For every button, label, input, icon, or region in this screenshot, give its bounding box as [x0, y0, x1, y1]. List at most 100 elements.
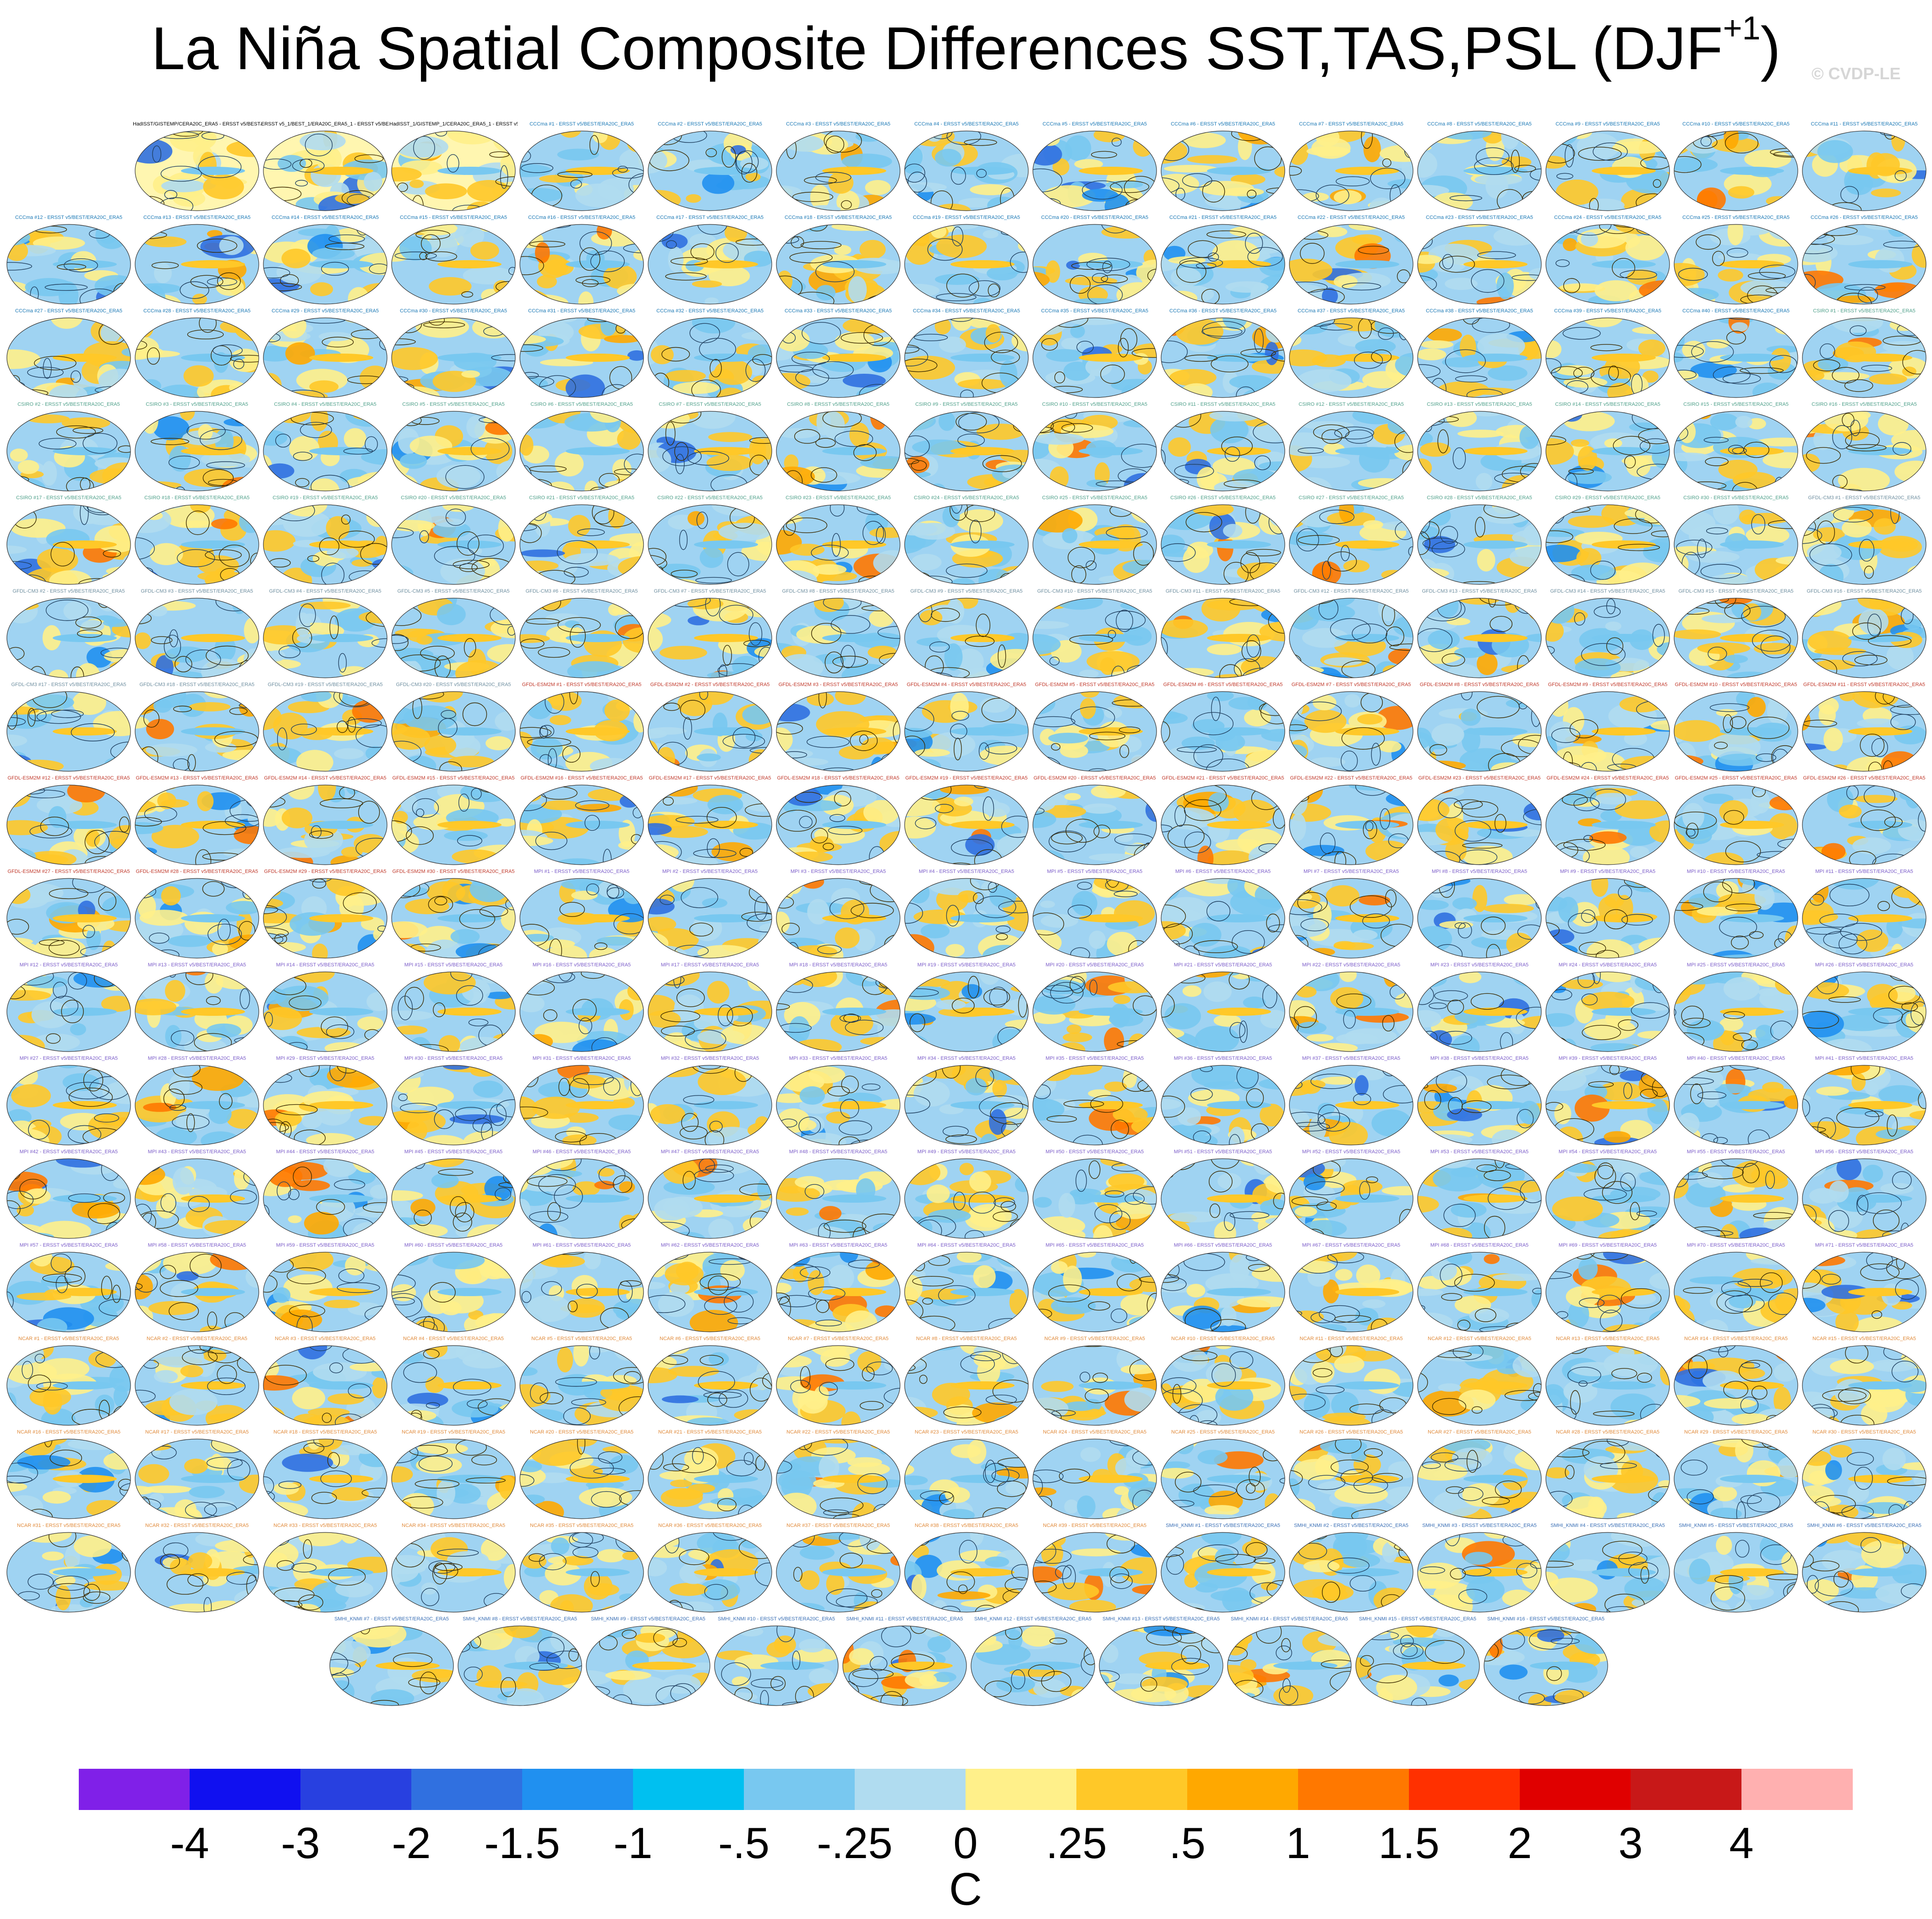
map-panel: MPI #53 - ERSST v5/BEST/ERA20C_ERA5: [1415, 1149, 1544, 1241]
panel-title: CSIRO #15 - ERSST v5/BEST/ERA20C_ERA5: [1683, 402, 1789, 407]
map-panel: GFDL-CM3 #6 - ERSST v5/BEST/ERA20C_ERA5: [518, 589, 646, 680]
anomaly-map: [648, 598, 772, 678]
map-panel: CCCma #31 - ERSST v5/BEST/ERA20C_ERA5: [518, 308, 646, 400]
anomaly-map: [519, 598, 644, 678]
map-panel: CSIRO #13 - ERSST v5/BEST/ERA20C_ERA5: [1415, 402, 1544, 493]
anomaly-map: [1545, 131, 1670, 211]
anomaly-map: [1674, 224, 1798, 305]
panel-title: MPI #41 - ERSST v5/BEST/ERA20C_ERA5: [1815, 1056, 1914, 1061]
map-panel: CSIRO #9 - ERSST v5/BEST/ERA20C_ERA5: [902, 402, 1031, 493]
map-panel: SMHI_KNMI #6 - ERSST v5/BEST/ERA20C_ERA5: [1800, 1523, 1928, 1614]
panel-title: NCAR #1 - ERSST v5/BEST/ERA20C_ERA5: [18, 1336, 119, 1341]
map-panel: CCCma #5 - ERSST v5/BEST/ERA20C_ERA5: [1031, 121, 1159, 213]
panel-title: CCCma #37 - ERSST v5/BEST/ERA20C_ERA5: [1298, 308, 1405, 314]
anomaly-map: [1802, 1532, 1927, 1613]
panel-title: CCCma #24 - ERSST v5/BEST/ERA20C_ERA5: [1554, 215, 1661, 220]
map-panel: MPI #1 - ERSST v5/BEST/ERA20C_ERA5: [518, 869, 646, 960]
anomaly-map: [648, 878, 772, 959]
panel-title: GFDL-CM3 #14 - ERSST v5/BEST/ERA20C_ERA5: [1550, 589, 1665, 594]
map-panel: MPI #21 - ERSST v5/BEST/ERA20C_ERA5: [1159, 962, 1287, 1054]
map-panel: CSIRO #6 - ERSST v5/BEST/ERA20C_ERA5: [518, 402, 646, 493]
anomaly-map: [1289, 1158, 1414, 1239]
panel-title: CSIRO #18 - ERSST v5/BEST/ERA20C_ERA5: [144, 495, 250, 501]
map-panel: GFDL-ESM2M #5 - ERSST v5/BEST/ERA20C_ERA…: [1031, 682, 1159, 774]
anomaly-map: [1161, 971, 1285, 1052]
map-panel: NCAR #18 - ERSST v5/BEST/ERA20C_ERA5: [261, 1429, 389, 1521]
map-panel: MPI #52 - ERSST v5/BEST/ERA20C_ERA5: [1287, 1149, 1415, 1241]
panel-title: CSIRO #11 - ERSST v5/BEST/ERA20C_ERA5: [1170, 402, 1276, 407]
map-panel: NCAR #26 - ERSST v5/BEST/ERA20C_ERA5: [1287, 1429, 1415, 1521]
anomaly-map: [1417, 411, 1542, 491]
map-panel: GFDL-ESM2M #18 - ERSST v5/BEST/ERA20C_ER…: [774, 775, 902, 867]
map-panel: CSIRO #11 - ERSST v5/BEST/ERA20C_ERA5: [1159, 402, 1287, 493]
map-panel: CCCma #35 - ERSST v5/BEST/ERA20C_ERA5: [1031, 308, 1159, 400]
map-panel: MPI #55 - ERSST v5/BEST/ERA20C_ERA5: [1672, 1149, 1800, 1241]
panel-title: GFDL-ESM2M #16 - ERSST v5/BEST/ERA20C_ER…: [520, 775, 643, 781]
map-panel: CCCma #38 - ERSST v5/BEST/ERA20C_ERA5: [1415, 308, 1544, 400]
panel-title: MPI #35 - ERSST v5/BEST/ERA20C_ERA5: [1045, 1056, 1144, 1061]
panel-title: CCCma #13 - ERSST v5/BEST/ERA20C_ERA5: [143, 215, 251, 220]
anomaly-map: [135, 691, 259, 772]
anomaly-map: [1674, 971, 1798, 1052]
map-panel: GFDL-CM3 #2 - ERSST v5/BEST/ERA20C_ERA5: [5, 589, 133, 680]
panel-title: MPI #57 - ERSST v5/BEST/ERA20C_ERA5: [19, 1243, 118, 1248]
anomaly-map: [135, 411, 259, 491]
panel-title: MPI #19 - ERSST v5/BEST/ERA20C_ERA5: [917, 962, 1016, 968]
map-panel: NCAR #38 - ERSST v5/BEST/ERA20C_ERA5: [902, 1523, 1031, 1614]
map-panel: MPI #12 - ERSST v5/BEST/ERA20C_ERA5: [5, 962, 133, 1054]
panel-title: MPI #11 - ERSST v5/BEST/ERA20C_ERA5: [1815, 869, 1913, 874]
anomaly-map: [263, 317, 387, 398]
anomaly-map: [1545, 317, 1670, 398]
anomaly-map: [776, 224, 901, 305]
panel-title: NCAR #19 - ERSST v5/BEST/ERA20C_ERA5: [402, 1429, 505, 1435]
anomaly-map: [1032, 785, 1157, 865]
map-panel: SMHI_KNMI #8 - ERSST v5/BEST/ERA20C_ERA5: [456, 1616, 584, 1708]
panel-title: CCCma #38 - ERSST v5/BEST/ERA20C_ERA5: [1426, 308, 1533, 314]
panel-title: CCCma #22 - ERSST v5/BEST/ERA20C_ERA5: [1298, 215, 1405, 220]
panel-title: NCAR #25 - ERSST v5/BEST/ERA20C_ERA5: [1171, 1429, 1275, 1435]
panel-title: MPI #38 - ERSST v5/BEST/ERA20C_ERA5: [1430, 1056, 1529, 1061]
anomaly-map: [776, 504, 901, 585]
panel-title: NCAR #5 - ERSST v5/BEST/ERA20C_ERA5: [531, 1336, 632, 1341]
panel-title: CCCma #28 - ERSST v5/BEST/ERA20C_ERA5: [143, 308, 251, 314]
anomaly-map: [1161, 411, 1285, 491]
map-panel: CSIRO #12 - ERSST v5/BEST/ERA20C_ERA5: [1287, 402, 1415, 493]
title-main: La Niña Spatial Composite Differences SS…: [151, 15, 1723, 82]
panel-title: NCAR #3 - ERSST v5/BEST/ERA20C_ERA5: [275, 1336, 376, 1341]
anomaly-map: [648, 691, 772, 772]
map-panel: GFDL-CM3 #14 - ERSST v5/BEST/ERA20C_ERA5: [1544, 589, 1672, 680]
panel-title: CSIRO #24 - ERSST v5/BEST/ERA20C_ERA5: [914, 495, 1019, 501]
anomaly-map: [648, 504, 772, 585]
anomaly-map: [1674, 131, 1798, 211]
panel-title: MPI #30 - ERSST v5/BEST/ERA20C_ERA5: [404, 1056, 503, 1061]
map-panel: NCAR #16 - ERSST v5/BEST/ERA20C_ERA5: [5, 1429, 133, 1521]
anomaly-map: [1289, 1065, 1414, 1145]
panel-title: GFDL-ESM2M #30 - ERSST v5/BEST/ERA20C_ER…: [392, 869, 515, 874]
map-panel: GFDL-CM3 #18 - ERSST v5/BEST/ERA20C_ERA5: [133, 682, 261, 774]
panel-title: GFDL-CM3 #17 - ERSST v5/BEST/ERA20C_ERA5: [11, 682, 126, 687]
anomaly-map: [1161, 1532, 1285, 1613]
colorbar-tick-label: -1.5: [484, 1819, 560, 1868]
anomaly-map: [1545, 1065, 1670, 1145]
anomaly-map: [1674, 598, 1798, 678]
colorbar-tick-label: -1: [613, 1819, 653, 1868]
anomaly-map: [1545, 691, 1670, 772]
anomaly-map: [6, 1252, 131, 1332]
map-panel: NCAR #37 - ERSST v5/BEST/ERA20C_ERA5: [774, 1523, 902, 1614]
map-panel: CCCma #34 - ERSST v5/BEST/ERA20C_ERA5: [902, 308, 1031, 400]
panel-title: GFDL-ESM2M #9 - ERSST v5/BEST/ERA20C_ERA…: [1548, 682, 1668, 687]
map-panel: SMHI_KNMI #11 - ERSST v5/BEST/ERA20C_ERA…: [840, 1616, 969, 1708]
panel-title: CCCma #12 - ERSST v5/BEST/ERA20C_ERA5: [15, 215, 122, 220]
anomaly-map: [1802, 1065, 1927, 1145]
map-panel: GFDL-ESM2M #21 - ERSST v5/BEST/ERA20C_ER…: [1159, 775, 1287, 867]
map-panel: MPI #51 - ERSST v5/BEST/ERA20C_ERA5: [1159, 1149, 1287, 1241]
anomaly-map: [519, 224, 644, 305]
panel-title: GFDL-ESM2M #15 - ERSST v5/BEST/ERA20C_ER…: [392, 775, 515, 781]
panel-title: CCCma #35 - ERSST v5/BEST/ERA20C_ERA5: [1041, 308, 1148, 314]
anomaly-map: [6, 1345, 131, 1426]
map-panel: CSIRO #30 - ERSST v5/BEST/ERA20C_ERA5: [1672, 495, 1800, 587]
anomaly-map: [1161, 878, 1285, 959]
map-panel: CSIRO #19 - ERSST v5/BEST/ERA20C_ERA5: [261, 495, 389, 587]
panel-title: CCCma #39 - ERSST v5/BEST/ERA20C_ERA5: [1554, 308, 1661, 314]
map-panel: MPI #16 - ERSST v5/BEST/ERA20C_ERA5: [518, 962, 646, 1054]
